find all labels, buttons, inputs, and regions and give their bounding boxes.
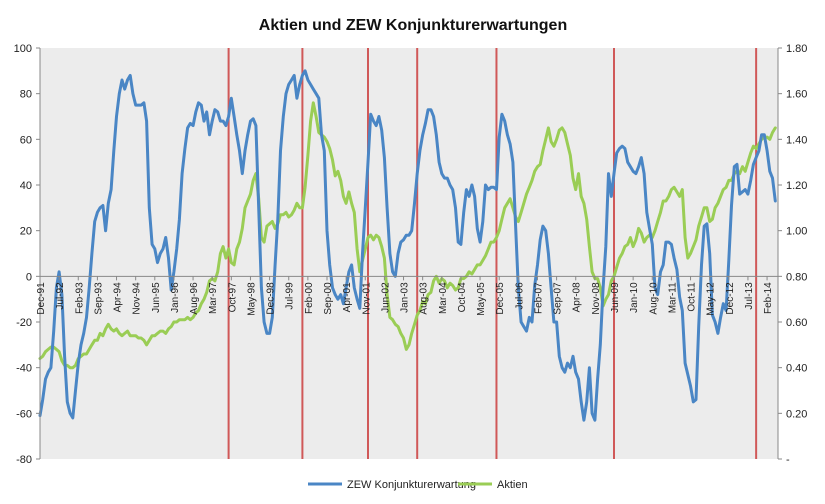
x-tick-label: Dec-12	[725, 282, 736, 315]
y-left-tick-label: 20	[20, 226, 32, 238]
y-right-tick-label: 0.60	[786, 317, 807, 329]
x-tick-label: Nov-94	[132, 282, 143, 315]
x-tick-label: Jun-95	[151, 282, 162, 313]
x-tick-label: Mar-04	[438, 282, 449, 314]
x-tick-label: Oct-04	[457, 282, 468, 312]
x-tick-label: Jan-03	[400, 282, 411, 313]
y-right-tick-label: 1.80	[786, 43, 807, 55]
x-tick-label: Apr-01	[342, 282, 353, 312]
legend-label-zew: ZEW Konjunkturerwartung	[347, 479, 476, 491]
y-right-tick-label: -	[786, 454, 790, 466]
chart-title: Aktien und ZEW Konjunkturerwartungen	[259, 17, 567, 34]
y-left-tick-label: 100	[14, 43, 32, 55]
x-tick-label: Jan-96	[170, 282, 181, 313]
x-tick-label: May-98	[246, 282, 257, 316]
x-tick-label: Aug-10	[648, 282, 659, 315]
y-left-tick-label: 80	[20, 89, 32, 101]
x-tick-label: Jul-92	[55, 282, 66, 310]
series-line-aktien	[38, 101, 777, 370]
x-tick-label: Feb-14	[763, 282, 774, 314]
plot-area	[40, 48, 778, 459]
x-tick-label: Feb-93	[74, 282, 85, 314]
y-left-tick-label: 0	[26, 271, 32, 283]
y-left-tick-label: -60	[16, 408, 32, 420]
x-tick-label: Aug-96	[189, 282, 200, 315]
y-left-tick-label: -20	[16, 317, 32, 329]
x-tick-label: Apr-08	[572, 282, 583, 312]
reference-lines	[227, 48, 758, 459]
y-right-tick-label: 0.20	[786, 408, 807, 420]
x-tick-label: Dec-91	[36, 282, 47, 315]
x-tick-label: Sep-07	[553, 282, 564, 315]
x-tick-label: Jul-13	[744, 282, 755, 310]
y-left-tick-label: -80	[16, 454, 32, 466]
x-tick-label: Feb-00	[304, 282, 315, 314]
series-layer	[38, 69, 777, 422]
x-tick-label: Dec-05	[495, 282, 506, 315]
y-left-tick-label: 60	[20, 134, 32, 146]
y-left-tick-label: 40	[20, 180, 32, 192]
legend: ZEW Konjunkturerwartung Aktien	[308, 479, 528, 491]
y-right-tick-label: 0.40	[786, 363, 807, 375]
x-tick-label: Jun-09	[610, 282, 621, 313]
y-axis-right: - 0.20 0.40 0.60 0.80 1.00 1.20 1.40 1.60 1.80	[777, 43, 807, 466]
x-tick-label: Oct-11	[687, 282, 698, 312]
x-tick-label: Dec-98	[266, 282, 277, 315]
x-tick-label: Mar-11	[667, 282, 678, 313]
x-tick-label: Nov-08	[591, 282, 602, 315]
legend-label-aktien: Aktien	[497, 479, 528, 491]
x-tick-label: Aug-03	[419, 282, 430, 315]
series-line-zew	[38, 69, 777, 422]
x-tick-label: Jan-10	[629, 282, 640, 313]
x-tick-label: Jul-06	[514, 282, 525, 310]
x-tick-label: Apr-94	[113, 282, 124, 312]
x-tick-label: Jul-99	[285, 282, 296, 310]
x-axis: Dec-91 Jul-92 Feb-93 Sep-93 Apr-94 Nov-94 Jun-…	[36, 275, 778, 316]
y-right-tick-label: 0.80	[786, 271, 807, 283]
x-tick-label: Mar-97	[208, 282, 219, 314]
x-tick-label: Jun-02	[380, 282, 391, 313]
x-tick-label: Sep-00	[323, 282, 334, 315]
x-tick-label: Oct-97	[227, 282, 238, 312]
x-tick-label: May-12	[706, 282, 717, 316]
y-right-tick-label: 1.60	[786, 89, 807, 101]
y-axis-left: -80 -60 -40 -20 0 20 40 60 80 100	[14, 43, 41, 466]
x-tick-label: Sep-93	[93, 282, 104, 315]
y-right-tick-label: 1.20	[786, 180, 807, 192]
y-left-tick-label: -40	[16, 363, 32, 375]
y-right-tick-label: 1.40	[786, 134, 807, 146]
y-right-tick-label: 1.00	[786, 226, 807, 238]
x-tick-label: Feb-07	[533, 282, 544, 314]
x-tick-label: May-05	[476, 282, 487, 316]
x-tick-label: Nov-01	[361, 282, 372, 315]
